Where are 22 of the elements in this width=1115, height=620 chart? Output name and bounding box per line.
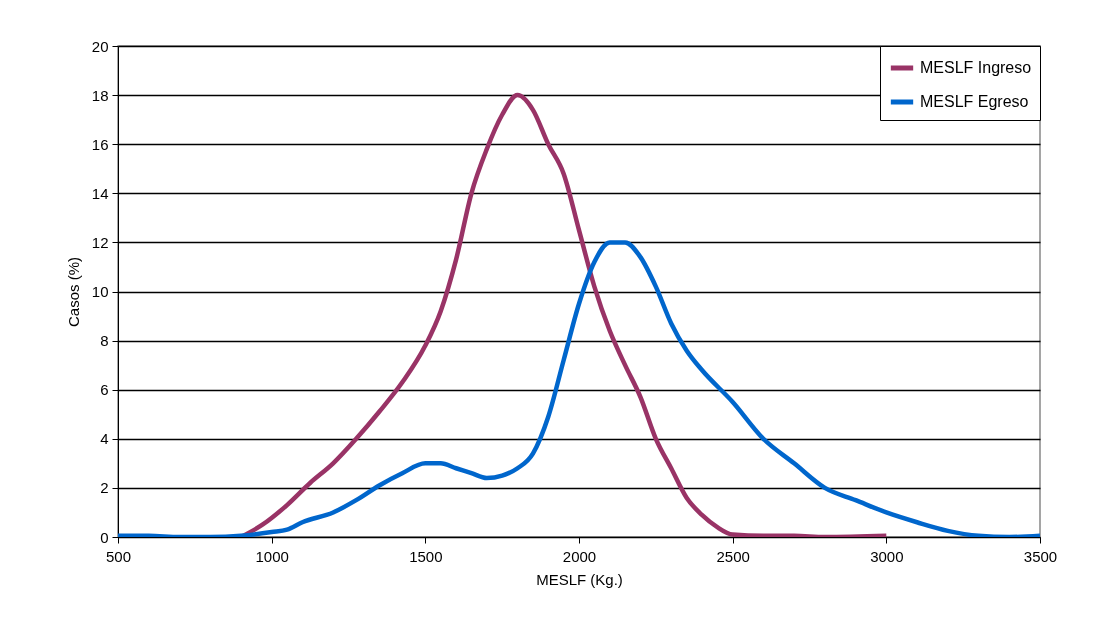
x-tick-label: 3500 (1023, 547, 1058, 565)
x-tick-label: 3000 (870, 547, 904, 565)
legend-label: MESLF Ingreso (920, 59, 1032, 76)
y-tick-label: 0 (100, 528, 109, 546)
x-tick-label: 2500 (716, 547, 750, 565)
x-tick-label: 2000 (562, 547, 597, 565)
y-tick-label: 16 (91, 135, 109, 153)
y-tick-label: 10 (91, 283, 109, 300)
y-tick-label: 18 (91, 86, 109, 104)
y-tick-label: 14 (91, 184, 109, 202)
y-tick-label: 6 (100, 381, 109, 399)
y-tick-label: 4 (100, 430, 109, 448)
y-tick-label: 8 (100, 332, 109, 350)
x-tick-label: 1000 (255, 547, 289, 565)
y-tick-label: 20 (91, 37, 109, 55)
y-tick-label: 2 (100, 479, 109, 497)
y-axis-title: Casos (%) (64, 256, 82, 328)
x-tick-label: 500 (105, 547, 132, 565)
x-tick-label: 1500 (409, 547, 443, 565)
y-tick-label: 12 (91, 233, 109, 251)
legend-label: MESLF Egreso (920, 93, 1029, 110)
x-axis-title: MESLF (Kg.) (536, 570, 623, 588)
